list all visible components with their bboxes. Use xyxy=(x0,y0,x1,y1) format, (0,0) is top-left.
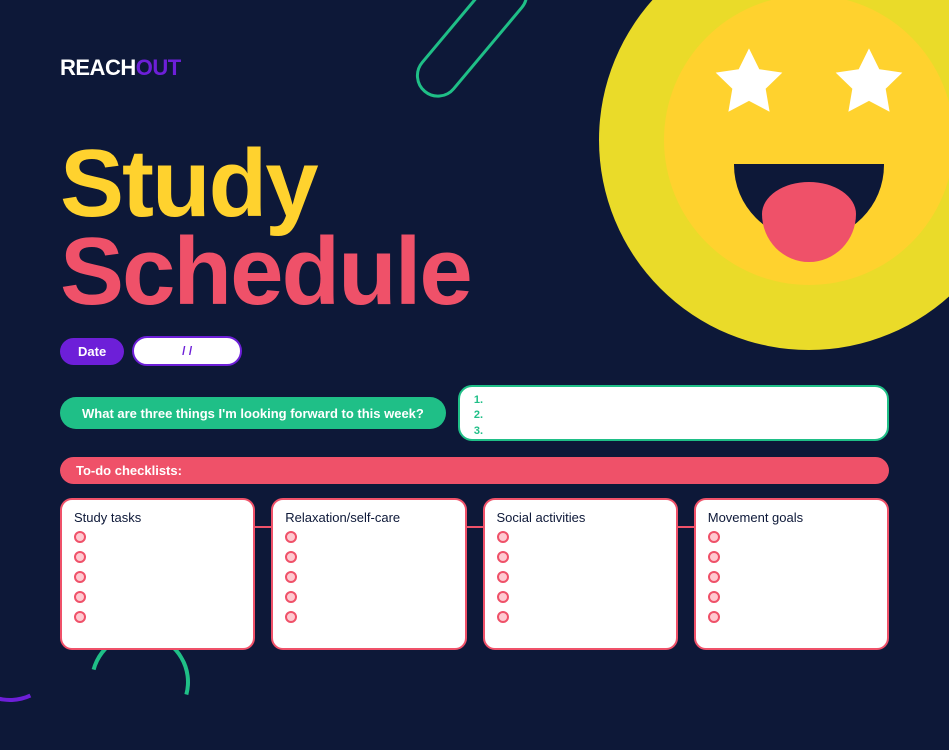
checklist-bullet[interactable] xyxy=(497,611,509,623)
question-prompt: What are three things I'm looking forwar… xyxy=(60,397,446,429)
card-connector xyxy=(676,526,694,528)
emoji-face xyxy=(599,0,949,350)
star-eye-right-icon xyxy=(829,45,909,125)
checklist-title: Study tasks xyxy=(74,510,241,525)
logo: REACHOUT xyxy=(60,55,181,81)
bullet-list xyxy=(74,531,241,623)
checklist-bullet[interactable] xyxy=(285,551,297,563)
question-row: What are three things I'm looking forwar… xyxy=(60,385,889,441)
title-line2: Schedule xyxy=(60,228,471,316)
checklist-bullet[interactable] xyxy=(497,531,509,543)
card-connector xyxy=(253,526,271,528)
checklist-bullet[interactable] xyxy=(74,611,86,623)
bullet-list xyxy=(497,531,664,623)
checklist-title: Relaxation/self-care xyxy=(285,510,452,525)
answers-box[interactable]: 1. 2. 3. xyxy=(458,385,889,441)
answer-3: 3. xyxy=(474,424,873,439)
checklist-bullet[interactable] xyxy=(285,571,297,583)
checklist-bullet[interactable] xyxy=(285,531,297,543)
page-title: Study Schedule xyxy=(60,140,471,317)
decor-pill xyxy=(407,0,537,107)
checklist-card: Social activities xyxy=(483,498,678,650)
checklist-bullet[interactable] xyxy=(708,591,720,603)
emoji-mouth-icon xyxy=(734,164,884,240)
checklist-bullet[interactable] xyxy=(285,591,297,603)
checklist-bullet[interactable] xyxy=(497,571,509,583)
checklist-title: Movement goals xyxy=(708,510,875,525)
checklist-bullet[interactable] xyxy=(74,571,86,583)
checklist-bullet[interactable] xyxy=(497,591,509,603)
checklist-card: Movement goals xyxy=(694,498,889,650)
checklist-bullet[interactable] xyxy=(708,611,720,623)
bullet-list xyxy=(708,531,875,623)
checklist-card: Relaxation/self-care xyxy=(271,498,466,650)
checklist-bullet[interactable] xyxy=(285,611,297,623)
date-input[interactable]: / / xyxy=(132,336,242,366)
date-row: Date / / xyxy=(60,336,242,366)
bullet-list xyxy=(285,531,452,623)
emoji-tongue-icon xyxy=(762,182,856,262)
star-eye-left-icon xyxy=(709,45,789,125)
checklist-bullet[interactable] xyxy=(74,591,86,603)
logo-part1: REACH xyxy=(60,55,136,80)
checklists-row: Study tasks Relaxation/self-care Social ac… xyxy=(60,498,889,650)
todo-header: To-do checklists: xyxy=(60,457,889,484)
checklist-bullet[interactable] xyxy=(74,551,86,563)
title-line1: Study xyxy=(60,140,471,228)
checklist-card: Study tasks xyxy=(60,498,255,650)
logo-part2: OUT xyxy=(136,55,181,80)
checklist-bullet[interactable] xyxy=(497,551,509,563)
checklist-bullet[interactable] xyxy=(708,531,720,543)
answer-1: 1. xyxy=(474,393,873,408)
date-label: Date xyxy=(60,338,124,365)
checklist-bullet[interactable] xyxy=(708,571,720,583)
card-connector xyxy=(465,526,483,528)
checklist-title: Social activities xyxy=(497,510,664,525)
answer-2: 2. xyxy=(474,408,873,423)
checklist-bullet[interactable] xyxy=(74,531,86,543)
checklist-bullet[interactable] xyxy=(708,551,720,563)
